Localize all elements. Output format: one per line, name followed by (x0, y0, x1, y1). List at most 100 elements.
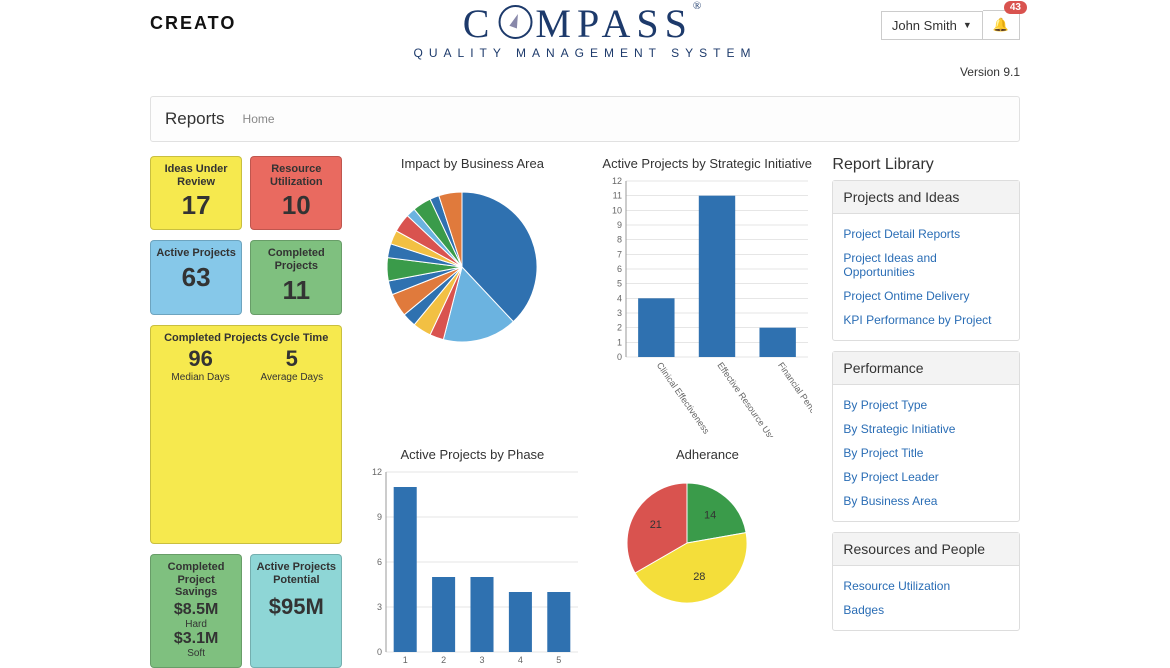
kpi-value: $95M (255, 594, 337, 620)
chart-strategic-initiative: Active Projects by Strategic Initiative … (602, 156, 812, 437)
svg-text:2: 2 (441, 655, 446, 665)
svg-text:3: 3 (617, 308, 622, 318)
kpi-savings[interactable]: Completed Project Savings $8.5M Hard $3.… (150, 554, 242, 668)
svg-text:Financial Performance: Financial Performance (776, 360, 812, 437)
svg-text:12: 12 (372, 468, 382, 477)
page-title: Reports (165, 109, 225, 129)
report-library: Report Library Projects and Ideas Project… (832, 156, 1020, 668)
report-link[interactable]: Project Ideas and Opportunities (843, 246, 1009, 284)
kpi-title: Completed Project Savings (155, 561, 237, 599)
registered-mark: ® (693, 1, 707, 12)
header: CREATO C MPASS ® QUALITY MANAGEMENT SYST… (0, 0, 1170, 90)
svg-text:11: 11 (613, 191, 622, 201)
svg-text:0: 0 (377, 647, 382, 657)
logo-text-post: MPASS (535, 4, 693, 44)
user-name: John Smith (892, 18, 957, 33)
kpi-potential[interactable]: Active Projects Potential $95M (250, 554, 342, 668)
svg-text:21: 21 (650, 519, 662, 531)
kpi-value: 63 (155, 262, 237, 293)
kpi-average-value: 5 (246, 346, 337, 372)
svg-text:14: 14 (704, 509, 716, 521)
kpi-completed-projects[interactable]: Completed Projects 11 (250, 240, 342, 314)
main-content: Ideas Under Review 17 Resource Utilizati… (0, 156, 1170, 668)
kpi-soft-value: $3.1M (155, 630, 237, 648)
kpi-title: Active Projects (155, 247, 237, 260)
kpi-median-value: 96 (155, 346, 246, 372)
bar-chart: 0123456789101112Clinical EffectivenessEf… (602, 177, 812, 437)
kpi-title: Completed Projects Cycle Time (155, 332, 337, 345)
svg-text:10: 10 (612, 205, 622, 215)
panel-header: Projects and Ideas (833, 181, 1019, 214)
svg-text:0: 0 (617, 352, 622, 362)
logo-subtitle: QUALITY MANAGEMENT SYSTEM (414, 46, 757, 60)
svg-text:7: 7 (617, 249, 622, 259)
product-logo: C MPASS ® QUALITY MANAGEMENT SYSTEM (414, 4, 757, 60)
svg-text:5: 5 (557, 655, 562, 665)
kpi-title: Completed Projects (255, 247, 337, 272)
svg-text:5: 5 (617, 279, 622, 289)
caret-down-icon: ▼ (963, 20, 972, 30)
library-panel: PerformanceBy Project TypeBy Strategic I… (832, 351, 1020, 522)
kpi-hard-value: $8.5M (155, 601, 237, 619)
kpi-cycle-time[interactable]: Completed Projects Cycle Time 96 Median … (150, 325, 342, 545)
chart-title: Active Projects by Phase (362, 447, 582, 462)
report-link[interactable]: By Project Type (843, 393, 1009, 417)
kpi-title: Active Projects Potential (255, 561, 337, 586)
panel-header: Performance (833, 352, 1019, 385)
logo-text-pre: C (463, 4, 496, 44)
chart-projects-by-phase: Active Projects by Phase 03691212345 (362, 447, 582, 668)
version-label: Version 9.1 (960, 65, 1020, 79)
breadcrumb: Reports Home (150, 96, 1020, 142)
svg-text:4: 4 (617, 293, 622, 303)
pie-chart: 142821 (602, 468, 772, 618)
report-link[interactable]: Project Ontime Delivery (843, 284, 1009, 308)
panel-body: Resource UtilizationBadges (833, 566, 1019, 630)
svg-text:6: 6 (377, 557, 382, 567)
svg-text:9: 9 (617, 220, 622, 230)
kpi-column: Ideas Under Review 17 Resource Utilizati… (150, 156, 342, 668)
svg-text:Clinical Effectiveness: Clinical Effectiveness (655, 360, 712, 436)
kpi-value: 11 (255, 275, 337, 306)
panel-body: By Project TypeBy Strategic InitiativeBy… (833, 385, 1019, 521)
kpi-ideas-under-review[interactable]: Ideas Under Review 17 (150, 156, 242, 230)
bell-icon: 🔔 (993, 17, 1009, 32)
chart-title: Impact by Business Area (362, 156, 582, 171)
kpi-value: 10 (255, 190, 337, 221)
kpi-resource-utilization[interactable]: Resource Utilization 10 (250, 156, 342, 230)
svg-text:9: 9 (377, 512, 382, 522)
panel-header: Resources and People (833, 533, 1019, 566)
user-menu[interactable]: John Smith ▼ (881, 11, 983, 40)
bar-chart: 03691212345 (362, 468, 582, 668)
report-link[interactable]: KPI Performance by Project (843, 308, 1009, 332)
chart-impact-by-business-area: Impact by Business Area (362, 156, 582, 437)
report-link[interactable]: Project Detail Reports (843, 222, 1009, 246)
chart-title: Active Projects by Strategic Initiative (602, 156, 812, 171)
kpi-title: Ideas Under Review (155, 163, 237, 188)
kpi-soft-label: Soft (155, 648, 237, 659)
library-panel: Resources and PeopleResource Utilization… (832, 532, 1020, 631)
compass-icon (498, 5, 532, 39)
notifications-button[interactable]: 🔔 43 (983, 10, 1020, 40)
report-link[interactable]: Resource Utilization (843, 574, 1009, 598)
kpi-active-projects[interactable]: Active Projects 63 (150, 240, 242, 314)
pie-chart (362, 177, 562, 352)
report-link[interactable]: By Business Area (843, 489, 1009, 513)
chart-adherence: Adherance 142821 (602, 447, 812, 668)
svg-text:3: 3 (480, 655, 485, 665)
report-link[interactable]: By Strategic Initiative (843, 417, 1009, 441)
brand-logo: CREATO (150, 13, 236, 34)
report-link[interactable]: By Project Title (843, 441, 1009, 465)
svg-text:1: 1 (617, 337, 622, 347)
report-link[interactable]: Badges (843, 598, 1009, 622)
notification-badge: 43 (1004, 1, 1027, 14)
svg-text:4: 4 (518, 655, 523, 665)
svg-text:1: 1 (403, 655, 408, 665)
report-link[interactable]: By Project Leader (843, 465, 1009, 489)
library-heading: Report Library (832, 156, 1020, 174)
kpi-hard-label: Hard (155, 619, 237, 630)
breadcrumb-home[interactable]: Home (243, 112, 275, 126)
svg-text:Effective Resource Use: Effective Resource Use (716, 360, 778, 437)
svg-text:12: 12 (612, 177, 622, 186)
kpi-value: 17 (155, 190, 237, 221)
svg-text:6: 6 (617, 264, 622, 274)
